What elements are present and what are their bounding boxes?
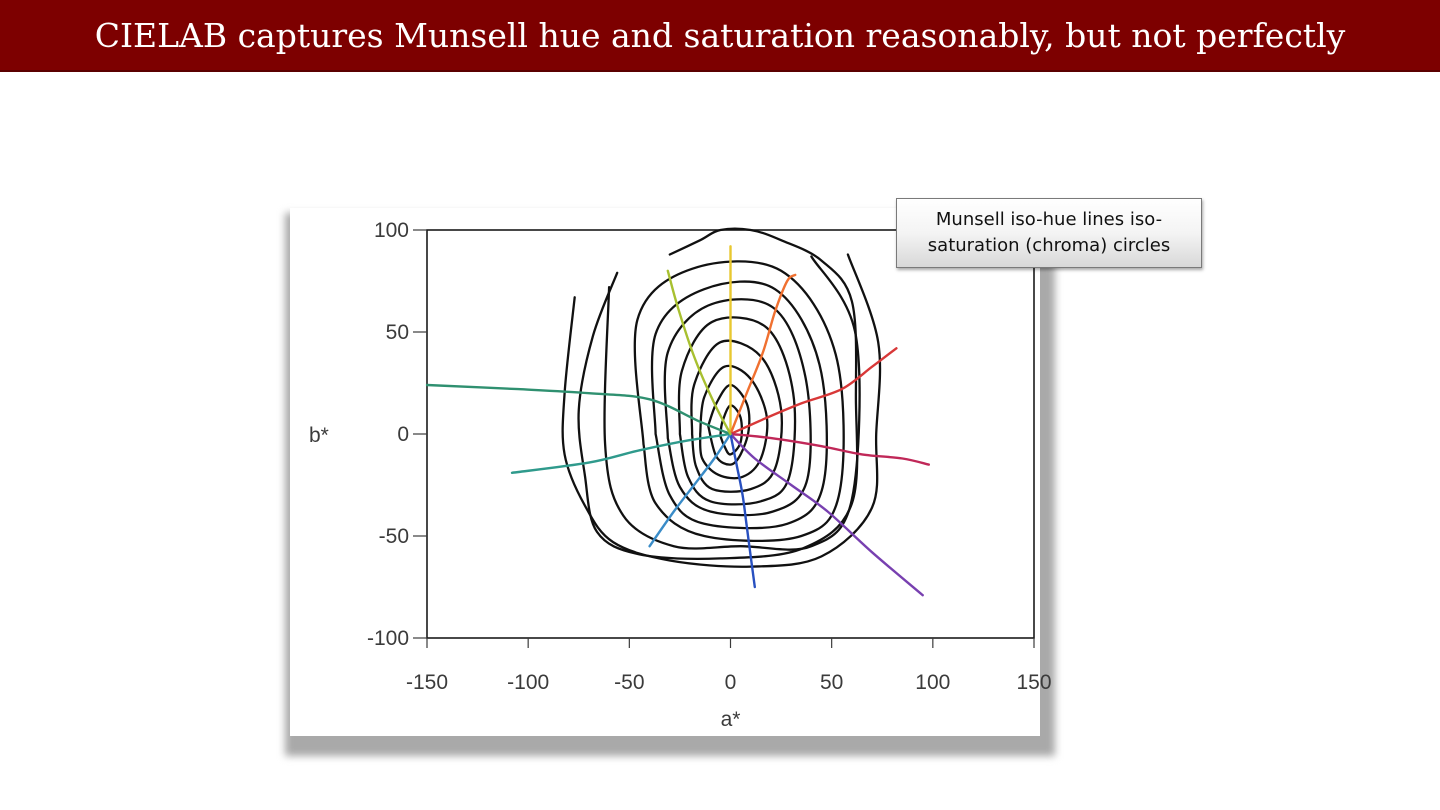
iso-chroma-contour-10 [561, 253, 882, 568]
iso-hue-line-3 [729, 347, 898, 436]
iso-hue-line-6 [729, 432, 756, 589]
iso-chroma-contour-6 [663, 298, 812, 517]
x-tick-label: 150 [1016, 671, 1051, 694]
y-tick-label: 0 [397, 423, 409, 446]
iso-chroma-contour-11 [577, 227, 859, 561]
y-tick-label: 50 [386, 321, 409, 344]
iso-hue-line-4 [729, 432, 930, 466]
y-tick-label: 100 [374, 219, 409, 242]
legend-callout: Munsell iso-hue lines iso-saturation (ch… [896, 198, 1202, 268]
x-tick-label: -150 [406, 671, 448, 694]
iso-chroma-contour-2 [707, 383, 751, 466]
title-bar: CIELAB captures Munsell hue and saturati… [0, 0, 1440, 72]
iso-chroma-contour-8 [633, 260, 845, 542]
y-axis-title: b* [309, 424, 329, 447]
y-tick-label: -50 [379, 525, 409, 548]
iso-hue-line-10 [666, 269, 732, 436]
x-tick-label: 50 [820, 671, 843, 694]
x-tick-label: -50 [614, 671, 644, 694]
iso-hue-line-7 [648, 432, 732, 548]
iso-hue-line-8 [510, 432, 732, 474]
slide-title: CIELAB captures Munsell hue and saturati… [94, 15, 1346, 55]
iso-chroma-contour-4 [690, 339, 783, 493]
chart-figure [290, 208, 1040, 736]
iso-hue-line-2 [729, 273, 797, 436]
x-tick-label: -100 [507, 671, 549, 694]
iso-chroma-contour-9 [603, 255, 861, 551]
iso-chroma-contour-5 [677, 316, 797, 506]
x-tick-label: 0 [725, 671, 737, 694]
x-axis-title: a* [721, 708, 741, 731]
x-tick-label: 100 [915, 671, 950, 694]
y-tick-label: -100 [367, 627, 409, 650]
iso-chroma-contour-3 [698, 364, 769, 480]
iso-hue-line-5 [729, 432, 924, 597]
iso-hue-line-9 [425, 383, 732, 436]
callout-text: Munsell iso-hue lines iso-saturation (ch… [927, 209, 1171, 256]
